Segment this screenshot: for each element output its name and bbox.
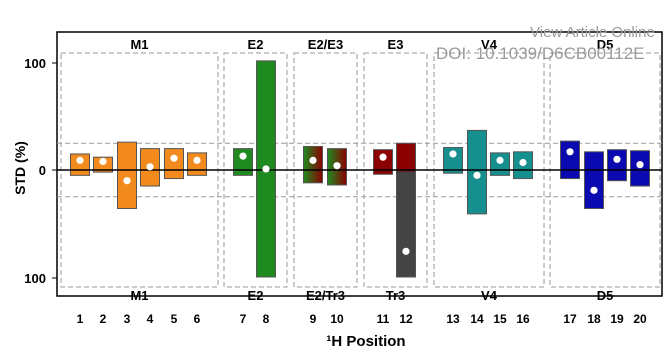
marker-position-20	[636, 161, 644, 169]
y-axis-title: STD (%)	[12, 141, 28, 195]
x-tick-label: 14	[470, 312, 484, 326]
group-label-top: M1	[130, 37, 148, 52]
group-label-top: E2	[248, 37, 264, 52]
marker-position-12	[402, 247, 410, 255]
bar-position-11	[373, 149, 393, 175]
bar-position-18	[584, 151, 604, 210]
bar-position-13	[443, 147, 463, 174]
marker-position-19	[613, 155, 621, 163]
y-tick-bottom: 100	[24, 271, 46, 286]
x-tick-label: 2	[100, 312, 107, 326]
group-label-bottom: Tr3	[386, 288, 406, 303]
plot-frame	[56, 31, 663, 297]
group-label-bottom: M1	[130, 288, 148, 303]
marker-position-1	[76, 156, 84, 164]
x-tick-label: 16	[516, 312, 530, 326]
group-label-bottom: V4	[481, 288, 498, 303]
x-tick-label: 6	[194, 312, 201, 326]
group-label-bottom: E2/Tr3	[306, 288, 345, 303]
marker-position-3	[123, 177, 131, 185]
bar-position-9	[303, 145, 323, 184]
group-label-bottom: E2	[248, 288, 264, 303]
bar-position-3	[117, 141, 137, 210]
marker-position-2	[99, 157, 107, 166]
marker-position-11	[379, 153, 387, 161]
bar-position-7	[233, 148, 253, 176]
marker-position-13	[449, 150, 457, 158]
x-tick-label: 11	[377, 312, 390, 326]
bar-position-12	[396, 142, 416, 278]
marker-position-9	[309, 156, 317, 164]
bar-position-15	[490, 152, 510, 176]
x-tick-label: 17	[563, 312, 577, 326]
x-tick-label: 5	[171, 312, 178, 326]
marker-position-15	[496, 156, 504, 164]
marker-position-10	[333, 162, 341, 170]
bar-position-19	[607, 149, 627, 182]
y-tick-zero: 0	[39, 163, 46, 178]
x-tick-label: 9	[310, 312, 317, 326]
marker-position-18	[590, 186, 598, 194]
x-tick-label: 19	[610, 312, 624, 326]
x-tick-label: 4	[147, 312, 154, 326]
group-label-top: E2/E3	[308, 37, 343, 52]
group-label-top: V4	[481, 37, 498, 52]
x-tick-label: 15	[493, 312, 507, 326]
x-tick-label: 10	[330, 312, 344, 326]
marker-position-17	[566, 148, 574, 156]
bars	[70, 60, 650, 278]
x-tick-label: 12	[399, 312, 413, 326]
marker-position-4	[146, 163, 154, 171]
group-label-bottom: D5	[597, 288, 614, 303]
x-tick-label: 13	[446, 312, 460, 326]
x-tick-label: 18	[587, 312, 601, 326]
marker-position-5	[170, 154, 178, 162]
bar-position-17	[560, 140, 580, 180]
bar-position-20	[630, 150, 650, 187]
x-tick-label: 20	[633, 312, 647, 326]
marker-position-14	[473, 171, 481, 179]
x-tick-label: 3	[124, 312, 131, 326]
marker-position-8	[262, 165, 270, 173]
y-tick-top: 100	[24, 56, 46, 71]
markers	[76, 148, 644, 255]
x-tick-label: 1	[77, 312, 84, 326]
x-tick-label: 7	[240, 312, 247, 326]
marker-position-16	[519, 158, 527, 167]
x-tick-label: 8	[263, 312, 270, 326]
marker-position-6	[193, 156, 201, 164]
watermark-view-article[interactable]: View Article Online	[530, 24, 655, 41]
watermark-doi[interactable]: DOI: 10.1039/D6CB00112E	[436, 44, 645, 63]
bar-position-5	[164, 148, 184, 180]
marker-position-7	[239, 152, 247, 160]
x-axis-title: ¹H Position	[326, 333, 405, 350]
group-label-top: D5	[597, 37, 614, 52]
group-label-top: E3	[388, 37, 404, 52]
bar-position-6	[187, 152, 207, 176]
